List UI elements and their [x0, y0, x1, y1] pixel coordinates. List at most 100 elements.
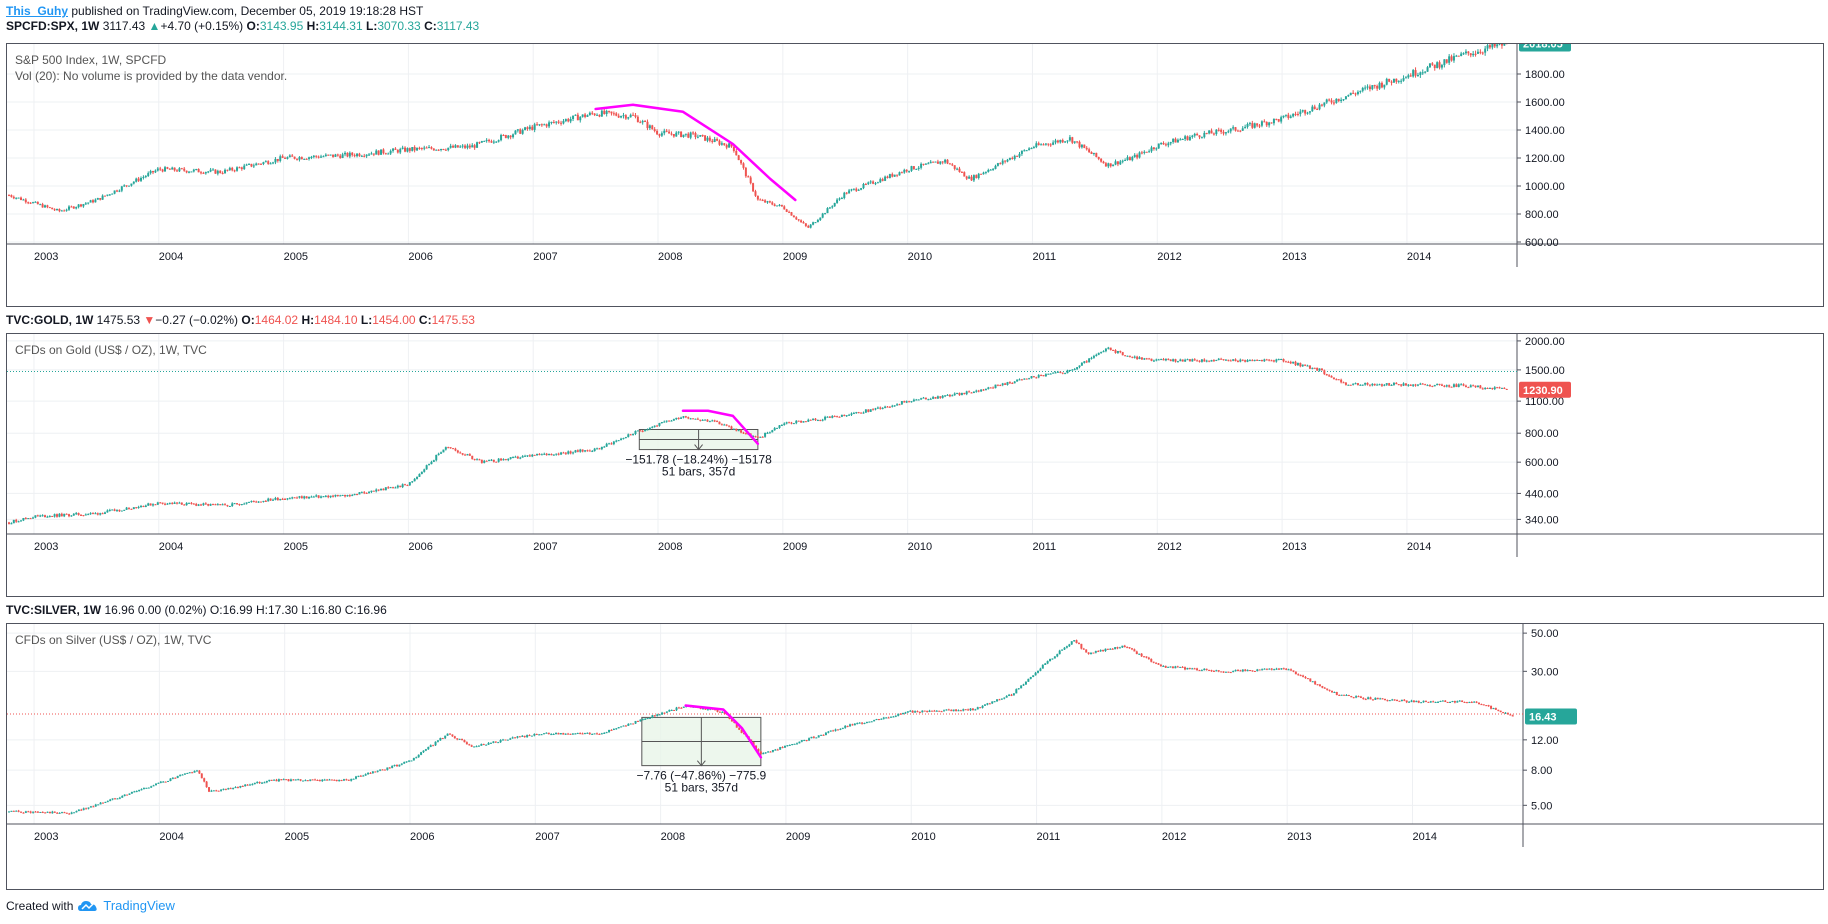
silver-quote-line: TVC:SILVER, 1W 16.96 0.00 (0.02%) O:16.9…	[6, 603, 387, 617]
candle-body	[936, 396, 939, 399]
candle-body	[1268, 359, 1271, 361]
spx-chart-panel[interactable]: 2003 2004 2005 2006 2007 2008 2009 2010 2011 2012…	[6, 43, 1824, 307]
candle-body	[1469, 53, 1472, 56]
candle-body	[1210, 130, 1213, 134]
candle-body	[1131, 156, 1134, 161]
candle-body	[1116, 161, 1119, 165]
candle-body	[367, 772, 370, 775]
candle-body	[252, 501, 255, 503]
candle-body	[1496, 44, 1499, 47]
candle-body	[389, 487, 392, 489]
candle-body	[252, 165, 255, 167]
candle-body	[384, 153, 387, 155]
candle-body	[424, 749, 427, 751]
candle-body	[1249, 670, 1252, 672]
candle-body	[1328, 99, 1331, 101]
candle-body	[297, 779, 300, 781]
candle-body	[1198, 670, 1201, 672]
candle-body	[506, 739, 509, 741]
candle-body	[711, 420, 714, 422]
candle-body	[964, 709, 967, 711]
silver-chart-svg[interactable]: 2003 2004 2005 2006 2007 2008 2009 2010 2011 2012…	[7, 624, 1823, 889]
candle-body	[1220, 129, 1223, 132]
candle-body	[418, 473, 421, 477]
candle-body	[728, 425, 731, 427]
candle-body	[572, 452, 575, 454]
candle-body	[588, 450, 591, 452]
candle-body	[881, 407, 884, 409]
candle-body	[1325, 374, 1328, 376]
candle-body	[728, 143, 731, 148]
candle-body	[323, 779, 326, 781]
candle-body	[360, 492, 363, 494]
candle-body	[960, 392, 963, 396]
candle-body	[1046, 661, 1049, 664]
candle-body	[97, 804, 100, 806]
candle-body	[1169, 666, 1172, 668]
candle-body	[1176, 139, 1179, 143]
candle-body	[464, 145, 467, 148]
candle-body	[1277, 119, 1280, 122]
candle-body	[56, 812, 59, 814]
candle-body	[615, 440, 618, 442]
candle-body	[1340, 694, 1343, 696]
candle-body	[197, 169, 200, 173]
candle-body	[1001, 383, 1004, 386]
candle-body	[1121, 645, 1124, 648]
candle-body	[478, 142, 481, 144]
candle-body	[1395, 78, 1398, 82]
candle-body	[946, 159, 949, 164]
candle-body	[1437, 701, 1440, 703]
candle-body	[355, 776, 358, 779]
candle-body	[716, 421, 719, 423]
gold-chart-svg[interactable]: 2003 2004 2005 2006 2007 2008 2009 2010 2011 2012…	[7, 334, 1823, 596]
candle-body	[576, 733, 579, 735]
spx-chart-svg[interactable]: 2003 2004 2005 2006 2007 2008 2009 2010 2011 2012…	[7, 44, 1823, 306]
candle-body	[788, 422, 791, 424]
candle-body	[1114, 350, 1117, 353]
candle-body	[970, 176, 973, 181]
x-tick-label: 2014	[1412, 831, 1436, 843]
candle-body	[764, 200, 767, 203]
candle-body	[1251, 360, 1254, 362]
candle-body	[1061, 372, 1064, 374]
candle-body	[420, 148, 423, 150]
candle-body	[1468, 702, 1471, 704]
candle-body	[1128, 647, 1131, 649]
candle-body	[104, 512, 107, 514]
candle-body	[386, 767, 389, 770]
candle-body	[1290, 669, 1293, 671]
candle-body	[725, 424, 728, 426]
candle-body	[833, 416, 836, 418]
silver-chart-panel[interactable]: 2003 2004 2005 2006 2007 2008 2009 2010 2011 2012…	[6, 623, 1824, 890]
candle-body	[1181, 666, 1184, 668]
tradingview-link[interactable]: TradingView	[103, 898, 175, 913]
candle-body	[920, 163, 923, 168]
candle-body	[989, 169, 992, 171]
candle-body	[480, 744, 483, 746]
gold-chart-panel[interactable]: 2003 2004 2005 2006 2007 2008 2009 2010 2011 2012…	[6, 333, 1824, 597]
candle-body	[485, 744, 488, 746]
candle-body	[1220, 358, 1223, 360]
candle-body	[276, 158, 279, 161]
author-link[interactable]: This_Guhy	[6, 4, 69, 18]
candle-body	[1184, 136, 1187, 139]
candle-body	[169, 778, 172, 781]
candle-body	[927, 399, 930, 401]
candle-body	[476, 459, 479, 461]
candle-body	[1462, 384, 1465, 386]
candle-body	[1205, 132, 1208, 134]
candle-body	[236, 787, 239, 789]
candle-body	[1004, 160, 1007, 162]
candle-body	[65, 209, 68, 211]
candle-body	[459, 146, 462, 148]
candle-body	[130, 791, 133, 794]
candle-body	[1095, 152, 1098, 157]
candle-body	[788, 744, 791, 746]
candle-body	[1203, 359, 1206, 362]
candle-body	[192, 503, 195, 505]
candle-body	[840, 414, 843, 417]
candle-body	[610, 729, 613, 731]
candle-body	[1412, 70, 1415, 77]
candle-body	[834, 729, 837, 731]
